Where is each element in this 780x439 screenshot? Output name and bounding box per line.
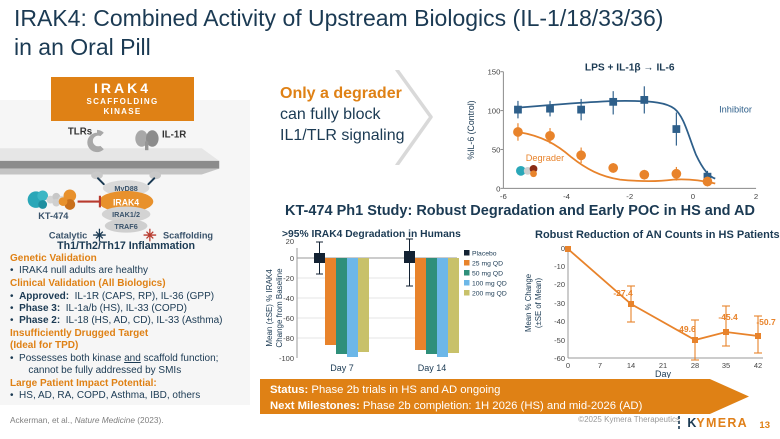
svg-text:35: 35 (722, 361, 730, 370)
svg-text:42: 42 (754, 361, 762, 370)
svg-text:-50: -50 (554, 336, 565, 345)
svg-text:-80: -80 (283, 334, 294, 343)
svg-text:Day: Day (655, 369, 672, 378)
svg-text:50: 50 (492, 145, 501, 154)
svg-text:-4: -4 (563, 192, 571, 200)
svg-text:150: 150 (487, 68, 501, 77)
svg-text:-20: -20 (283, 274, 294, 283)
svg-text:-30: -30 (554, 299, 565, 308)
svg-text:100: 100 (487, 107, 501, 116)
svg-text:IL-1R: IL-1R (162, 130, 186, 141)
svg-text:Robust Reduction of AN Counts: Robust Reduction of AN Counts in HS Pati… (535, 229, 780, 241)
svg-text:Placebo: Placebo (472, 251, 497, 258)
svg-text:200 mg QD: 200 mg QD (472, 291, 507, 298)
svg-text:0: 0 (691, 192, 696, 200)
svg-text:20: 20 (286, 237, 294, 246)
svg-text:-50.7: -50.7 (756, 317, 776, 327)
svg-text:0: 0 (566, 361, 570, 370)
svg-text:7: 7 (598, 361, 602, 370)
svg-text:-6: -6 (500, 192, 507, 200)
svg-text:-20: -20 (554, 280, 565, 289)
svg-text:25 mg QD: 25 mg QD (472, 261, 503, 268)
svg-text:Mean (±SE) % IRAK4: Mean (±SE) % IRAK4 (265, 269, 274, 347)
svg-text:>95% IRAK4 Degradation in Huma: >95% IRAK4 Degradation in Humans (282, 229, 461, 240)
svg-text:LPS + IL-1β → IL-6: LPS + IL-1β → IL-6 (585, 63, 675, 74)
svg-text:-27.4: -27.4 (613, 288, 633, 298)
svg-text:TLRs: TLRs (68, 127, 92, 138)
svg-text:Day 14: Day 14 (418, 363, 447, 373)
svg-text:TRAF6: TRAF6 (114, 222, 137, 231)
svg-text:50 mg QD: 50 mg QD (472, 271, 503, 278)
svg-text:Scaffolding: Scaffolding (163, 230, 213, 240)
svg-text:0: 0 (561, 244, 565, 253)
svg-text:Th1/Th2/Th17 Inflammation: Th1/Th2/Th17 Inflammation (57, 240, 195, 250)
svg-text:Change from Baseline: Change from Baseline (275, 268, 284, 348)
svg-text:0: 0 (290, 254, 294, 263)
svg-text:KT-474: KT-474 (38, 211, 69, 221)
svg-text:%IL-6 (Control): %IL-6 (Control) (466, 100, 476, 159)
svg-text:Inhibitor: Inhibitor (719, 105, 752, 115)
svg-text:Day 7: Day 7 (330, 363, 354, 373)
svg-text:-60: -60 (554, 354, 565, 363)
svg-text:-100: -100 (279, 354, 294, 363)
svg-text:Degrader: Degrader (526, 153, 564, 163)
svg-text:28: 28 (691, 361, 699, 370)
svg-text:-49.6: -49.6 (676, 324, 696, 334)
svg-text:-60: -60 (283, 314, 294, 323)
svg-text:2: 2 (754, 192, 758, 200)
svg-text:-2: -2 (626, 192, 633, 200)
svg-text:Catalytic: Catalytic (49, 230, 87, 240)
svg-text:IRAK1/2: IRAK1/2 (112, 210, 140, 219)
svg-text:IRAK4: IRAK4 (113, 197, 139, 207)
svg-text:14: 14 (627, 361, 635, 370)
svg-text:-40: -40 (554, 317, 565, 326)
svg-text:-10: -10 (554, 262, 565, 271)
svg-text:100 mg QD: 100 mg QD (472, 281, 507, 288)
svg-text:Mean % Change: Mean % Change (524, 274, 533, 332)
svg-text:(±SE of Mean): (±SE of Mean) (534, 277, 543, 328)
svg-text:-40: -40 (283, 294, 294, 303)
svg-text:-45.4: -45.4 (718, 312, 738, 322)
